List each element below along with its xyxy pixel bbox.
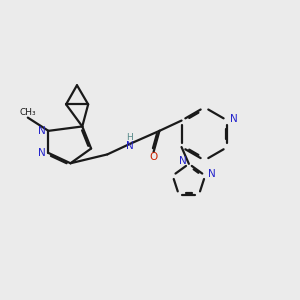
Text: O: O — [149, 152, 158, 162]
Text: N: N — [126, 141, 134, 151]
Text: N: N — [208, 169, 215, 179]
Text: N: N — [38, 126, 46, 136]
Text: N: N — [38, 148, 46, 158]
Text: N: N — [230, 114, 238, 124]
Text: CH₃: CH₃ — [20, 108, 36, 117]
Text: H: H — [127, 133, 134, 142]
Text: N: N — [178, 156, 186, 166]
